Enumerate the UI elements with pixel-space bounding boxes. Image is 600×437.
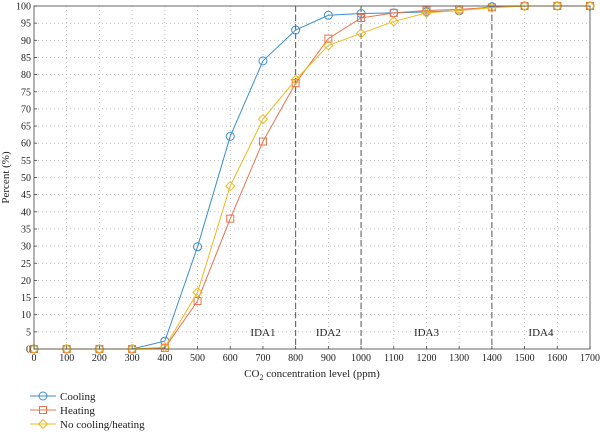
legend-item: No cooling/heating: [30, 419, 145, 431]
x-axis-label-main: CO: [244, 368, 259, 380]
x-tick-label: 800: [288, 353, 303, 364]
y-tick-label: 0: [26, 345, 31, 356]
y-tick-label: 70: [21, 104, 31, 115]
y-tick-label: 90: [21, 36, 31, 47]
region-label: IDA2: [316, 327, 341, 339]
y-tick-label: 20: [21, 276, 31, 287]
x-tick-label: 1200: [416, 353, 436, 364]
y-tick-label: 15: [21, 293, 31, 304]
x-tick-label: 200: [92, 353, 107, 364]
x-tick-label: 500: [190, 353, 205, 364]
x-tick-label: 1600: [547, 353, 567, 364]
grid-lines: [34, 6, 590, 349]
region-label: IDA1: [250, 327, 275, 339]
x-axis-label-rest: concentration level (ppm): [263, 368, 380, 380]
y-tick-label: 30: [21, 242, 31, 253]
y-tick-label: 75: [21, 87, 31, 98]
y-tick-label: 55: [21, 156, 31, 167]
y-tick-label: 5: [26, 327, 31, 338]
y-tick-label: 45: [21, 190, 31, 201]
y-tick-label: 35: [21, 224, 31, 235]
legend-item: Heating: [30, 405, 95, 417]
y-tick-label: 95: [21, 19, 31, 30]
legend-label: No cooling/heating: [60, 419, 145, 431]
y-tick-label: 25: [21, 259, 31, 270]
y-tick-label: 40: [21, 207, 31, 218]
x-tick-label: 700: [255, 353, 270, 364]
x-tick-label: 1500: [515, 353, 535, 364]
legend-label: Cooling: [60, 391, 96, 403]
x-tick-label: 1100: [384, 353, 404, 364]
y-tick-label: 85: [21, 53, 31, 64]
x-tick-label: 1300: [449, 353, 469, 364]
y-tick-label: 60: [21, 139, 31, 150]
x-tick-label: 1000: [351, 353, 371, 364]
x-tick-label: 100: [59, 353, 74, 364]
x-tick-label: 1400: [482, 353, 502, 364]
legend-item: Cooling: [30, 391, 96, 403]
region-label: IDA3: [414, 327, 440, 339]
legend-label: Heating: [60, 405, 95, 417]
y-tick-label: 10: [21, 310, 31, 321]
y-tick-label: 100: [16, 2, 31, 13]
y-axis-label: Percent (%): [0, 151, 12, 204]
y-tick-label: 80: [21, 70, 31, 81]
x-tick-label: 300: [125, 353, 140, 364]
x-tick-label: 1700: [580, 353, 600, 364]
x-axis-label: CO2 concentration level (ppm): [244, 368, 380, 382]
x-tick-label: 900: [321, 353, 336, 364]
x-tick-label: 0: [32, 353, 37, 364]
x-tick-label: 400: [157, 353, 172, 364]
region-label: IDA4: [528, 327, 554, 339]
y-tick-label: 65: [21, 122, 31, 133]
legend: Cooling Heating No cooling/heating: [30, 391, 145, 431]
y-tick-label: 50: [21, 173, 31, 184]
x-tick-label: 600: [223, 353, 238, 364]
